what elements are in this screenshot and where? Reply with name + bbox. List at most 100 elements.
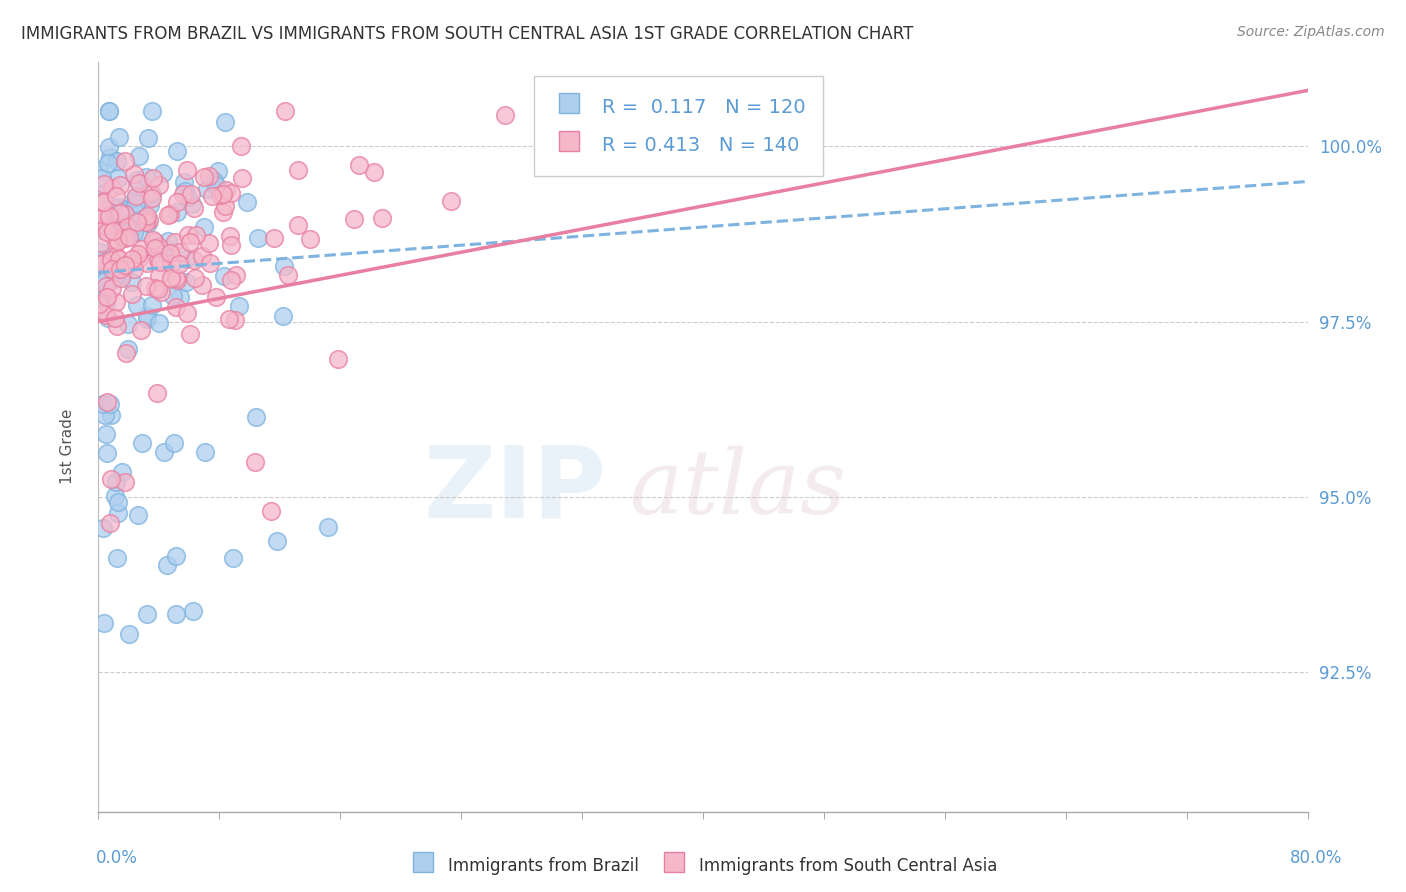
Point — [100, 281, 122, 295]
Point — [298, 232, 321, 246]
Point — [111, 267, 134, 281]
Point — [146, 385, 169, 400]
Point — [107, 216, 129, 230]
Point — [114, 154, 136, 169]
Point — [128, 176, 150, 190]
Point — [181, 604, 204, 618]
Point — [114, 258, 136, 272]
Text: 80.0%: 80.0% — [1291, 849, 1343, 867]
Point — [121, 287, 143, 301]
Point — [198, 169, 221, 184]
Point — [125, 173, 148, 187]
Point — [231, 171, 253, 186]
Point — [370, 211, 392, 226]
Point — [176, 163, 198, 178]
Point — [184, 270, 207, 285]
Point — [98, 516, 121, 530]
Point — [173, 184, 195, 198]
Point — [105, 551, 128, 566]
Point — [165, 300, 187, 314]
Point — [326, 352, 349, 367]
Point — [219, 228, 242, 243]
Point — [91, 521, 114, 535]
Point — [90, 223, 112, 237]
Point — [94, 274, 117, 288]
Point — [287, 219, 309, 233]
Point — [105, 153, 128, 168]
Point — [94, 219, 117, 234]
Point — [96, 394, 118, 409]
Point — [98, 104, 121, 119]
Point — [166, 273, 188, 287]
Point — [149, 255, 172, 269]
Point — [135, 311, 157, 326]
Point — [135, 607, 157, 622]
Point — [90, 171, 112, 186]
Point — [114, 264, 136, 278]
Point — [191, 277, 214, 292]
Point — [104, 260, 127, 274]
Point — [141, 186, 163, 201]
Point — [105, 249, 128, 263]
Point — [100, 472, 122, 486]
Point — [127, 298, 149, 312]
Point — [273, 259, 295, 273]
Point — [174, 276, 197, 290]
Point — [225, 268, 247, 282]
Point — [148, 268, 170, 283]
Point — [128, 251, 150, 265]
Point — [114, 475, 136, 489]
Point — [135, 215, 157, 229]
Point — [127, 508, 149, 523]
Text: 0.0%: 0.0% — [96, 849, 138, 867]
Point — [90, 280, 112, 294]
Point — [169, 290, 191, 304]
Point — [179, 326, 201, 341]
Point — [173, 175, 195, 189]
Point — [90, 236, 112, 251]
Point — [193, 170, 215, 185]
Point — [97, 311, 120, 326]
Point — [215, 183, 238, 197]
Point — [101, 223, 124, 237]
Point — [166, 549, 188, 563]
Point — [103, 212, 125, 227]
Point — [172, 186, 194, 201]
Point — [129, 205, 152, 219]
Point — [214, 199, 236, 213]
Point — [219, 186, 242, 200]
Point — [118, 627, 141, 641]
Point — [150, 285, 173, 299]
Point — [98, 140, 121, 154]
Point — [141, 104, 163, 119]
Point — [148, 316, 170, 330]
Point — [219, 273, 242, 287]
Point — [127, 225, 149, 239]
Point — [135, 212, 157, 227]
Point — [115, 218, 138, 232]
Point — [100, 409, 122, 423]
Point — [131, 436, 153, 450]
Point — [162, 289, 184, 303]
Point — [136, 209, 159, 223]
Point — [221, 238, 243, 252]
Point — [108, 261, 131, 276]
Point — [224, 313, 246, 327]
Point — [93, 304, 115, 318]
Point — [260, 504, 283, 518]
Point — [114, 207, 136, 221]
Point — [211, 186, 233, 201]
Point — [440, 194, 463, 208]
Point — [107, 495, 129, 509]
Point — [202, 174, 225, 188]
Point — [94, 308, 117, 322]
Point — [121, 252, 143, 266]
Point — [111, 465, 134, 479]
Point — [96, 427, 118, 442]
Point — [114, 346, 136, 360]
Point — [277, 268, 299, 282]
Point — [89, 210, 111, 224]
Point — [114, 231, 136, 245]
Point — [141, 191, 163, 205]
Point — [101, 200, 124, 214]
